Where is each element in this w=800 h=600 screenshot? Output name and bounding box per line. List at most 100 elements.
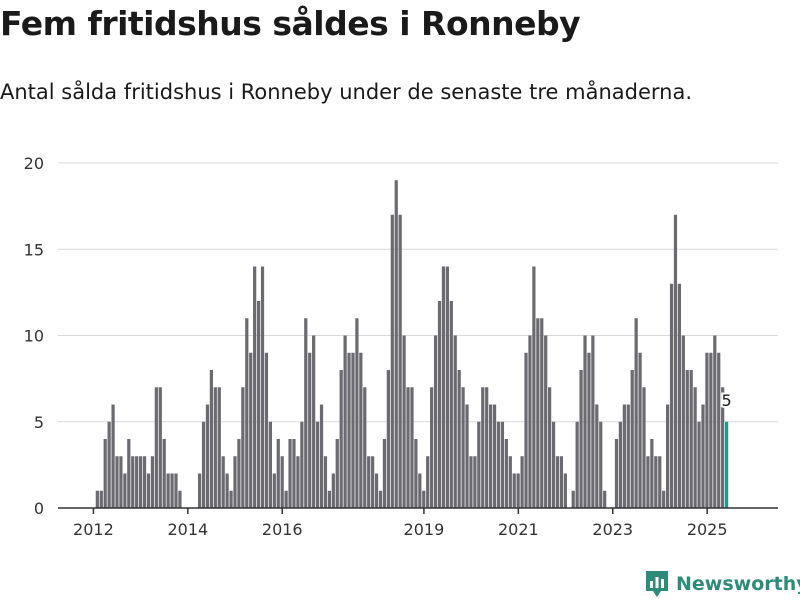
chart-title: Fem fritidshus såldes i Ronneby bbox=[0, 4, 581, 43]
bar bbox=[127, 439, 131, 508]
bar bbox=[99, 490, 103, 508]
bar bbox=[205, 404, 210, 508]
bar bbox=[276, 439, 280, 508]
bar bbox=[469, 456, 473, 508]
bar bbox=[382, 439, 387, 508]
bar bbox=[701, 404, 705, 508]
bar bbox=[398, 214, 402, 508]
bar bbox=[504, 439, 508, 508]
bar bbox=[473, 456, 477, 508]
bar bbox=[496, 421, 501, 508]
bar bbox=[197, 473, 202, 508]
data-label-latest: 5 bbox=[722, 391, 732, 410]
bar bbox=[150, 456, 155, 508]
bar bbox=[536, 318, 540, 508]
y-tick-label: 10 bbox=[24, 327, 44, 346]
bar bbox=[284, 490, 288, 508]
bar bbox=[681, 335, 685, 508]
bar bbox=[138, 456, 143, 508]
bar bbox=[339, 370, 343, 508]
bar bbox=[591, 335, 595, 508]
bar bbox=[658, 456, 662, 508]
bar bbox=[355, 318, 359, 508]
bar bbox=[571, 490, 575, 508]
bar bbox=[142, 456, 147, 508]
bar bbox=[296, 456, 300, 508]
bar bbox=[229, 490, 233, 508]
bar bbox=[603, 490, 607, 508]
x-tick-label: 2012 bbox=[73, 520, 114, 539]
bar bbox=[268, 421, 273, 508]
bar bbox=[654, 456, 658, 508]
bar bbox=[201, 421, 206, 508]
bar bbox=[111, 404, 115, 508]
bar bbox=[166, 473, 170, 508]
bar bbox=[713, 335, 717, 508]
bar bbox=[272, 473, 276, 508]
bar bbox=[646, 456, 650, 508]
bar bbox=[154, 387, 158, 508]
bar bbox=[638, 352, 642, 508]
bar-latest bbox=[724, 421, 729, 508]
bar bbox=[457, 370, 461, 508]
bar bbox=[253, 266, 257, 508]
bar bbox=[256, 301, 261, 508]
bar bbox=[485, 387, 489, 508]
bar bbox=[237, 439, 241, 508]
bar bbox=[650, 439, 654, 508]
bar bbox=[508, 456, 512, 508]
bar bbox=[249, 352, 253, 508]
bar bbox=[599, 421, 603, 508]
bar bbox=[386, 370, 390, 508]
bar bbox=[614, 439, 619, 508]
bar bbox=[363, 387, 367, 508]
bar bbox=[378, 490, 383, 508]
bar bbox=[123, 473, 127, 508]
bar-chart: 0 5 10 15 20 5 2012 2014 2016 2019 2021 2023 2025 bbox=[24, 154, 778, 539]
x-tick-label: 2025 bbox=[687, 520, 728, 539]
bar bbox=[697, 421, 701, 508]
bar bbox=[410, 387, 414, 508]
bar bbox=[477, 421, 481, 508]
bar bbox=[374, 473, 379, 508]
bar bbox=[665, 404, 670, 508]
bar bbox=[304, 318, 308, 508]
bar bbox=[225, 473, 229, 508]
bar bbox=[162, 439, 166, 508]
bar bbox=[170, 473, 174, 508]
bar bbox=[131, 456, 135, 508]
bar bbox=[516, 473, 520, 508]
bar bbox=[264, 352, 269, 508]
bar bbox=[662, 490, 666, 508]
bar bbox=[441, 266, 446, 508]
bar bbox=[524, 352, 528, 508]
bar bbox=[335, 439, 339, 508]
bar bbox=[551, 421, 556, 508]
bar bbox=[579, 370, 583, 508]
bar bbox=[426, 456, 430, 508]
bar bbox=[563, 473, 567, 508]
bar bbox=[107, 421, 111, 508]
chart-subtitle: Antal sålda fritidshus i Ronneby under d… bbox=[0, 80, 693, 104]
bar bbox=[669, 283, 674, 508]
bar bbox=[642, 387, 646, 508]
bar bbox=[327, 490, 331, 508]
bar bbox=[481, 387, 485, 508]
bar bbox=[260, 266, 265, 508]
bar bbox=[618, 421, 623, 508]
bar bbox=[241, 387, 245, 508]
bar bbox=[115, 456, 119, 508]
bar-chart-pin-icon bbox=[646, 571, 668, 597]
bar bbox=[422, 490, 426, 508]
bar bbox=[492, 404, 497, 508]
bar bbox=[367, 456, 371, 508]
bar bbox=[209, 370, 214, 508]
bar bbox=[319, 404, 324, 508]
bar bbox=[500, 421, 505, 508]
bar bbox=[300, 421, 304, 508]
bar bbox=[135, 456, 139, 508]
bar bbox=[465, 404, 469, 508]
bar bbox=[351, 352, 355, 508]
bar bbox=[437, 301, 442, 508]
bar bbox=[292, 439, 296, 508]
